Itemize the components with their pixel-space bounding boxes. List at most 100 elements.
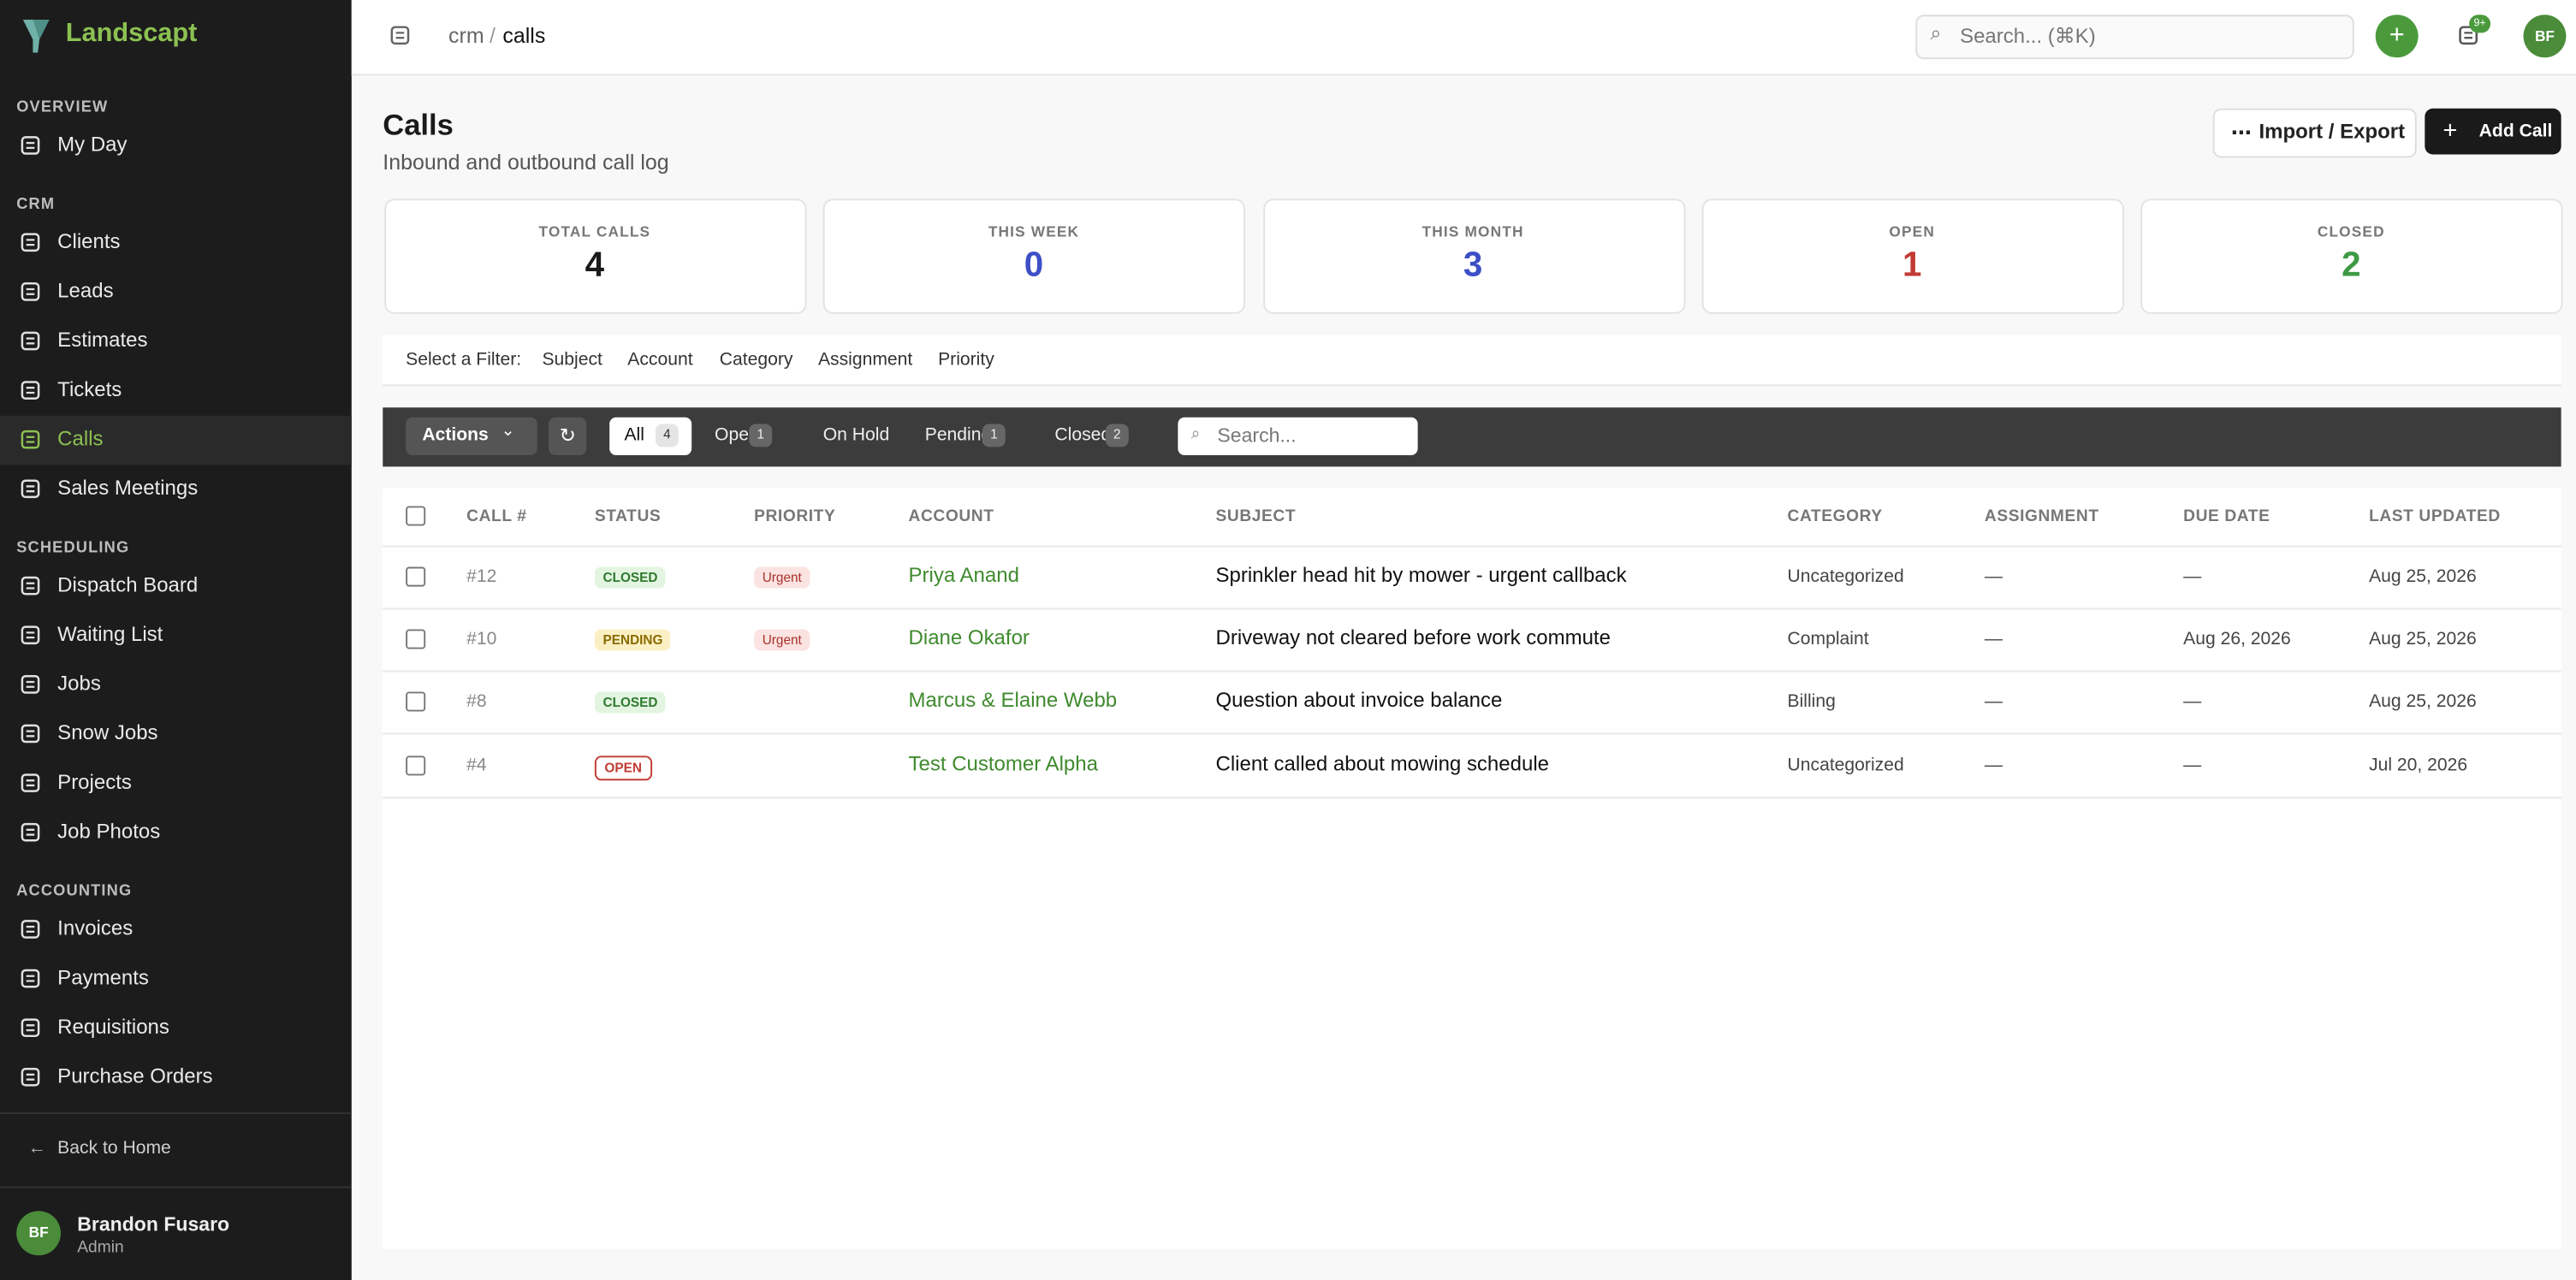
- add-button[interactable]: +: [2375, 15, 2419, 58]
- filter-tab[interactable]: [609, 417, 692, 455]
- nav-label: Jobs: [57, 672, 101, 696]
- nav-icon: [21, 136, 40, 155]
- priority-pill: Urgent: [754, 629, 810, 651]
- nav-item[interactable]: [0, 415, 352, 465]
- nav-item[interactable]: [0, 710, 352, 760]
- call-number[interactable]: #8: [466, 692, 487, 713]
- stat-value: 2: [2342, 246, 2361, 285]
- call-number[interactable]: #4: [466, 755, 487, 775]
- filter-option[interactable]: Subject: [542, 350, 602, 370]
- section-title: ACCOUNTING: [16, 882, 133, 901]
- nav-label: Requisitions: [57, 1015, 169, 1039]
- stat-card: [1262, 199, 1685, 314]
- import-export-label: ⋯: [2230, 121, 2252, 145]
- nav-label: Snow Jobs: [57, 721, 158, 744]
- table: [383, 488, 2561, 1249]
- row-checkbox[interactable]: [406, 755, 426, 775]
- nav-item[interactable]: [0, 611, 352, 661]
- nav-icon: [21, 625, 40, 645]
- filter-option[interactable]: Priority: [938, 350, 994, 370]
- nav-item[interactable]: [0, 121, 352, 171]
- row-divider: [383, 545, 2561, 548]
- account-link[interactable]: Diane Okafor: [908, 626, 1030, 649]
- global-search[interactable]: [1915, 15, 2354, 60]
- actions-button[interactable]: [406, 417, 537, 455]
- import-export-button[interactable]: [2212, 108, 2417, 158]
- filter-option[interactable]: Assignment: [817, 350, 913, 370]
- cell: —: [1984, 755, 2003, 775]
- nav-icon: [21, 674, 40, 694]
- user-role: Admin: [77, 1238, 124, 1258]
- actions-label: Actions: [422, 425, 489, 446]
- call-number[interactable]: #12: [466, 566, 497, 587]
- filter-option[interactable]: Category: [719, 350, 793, 370]
- breadcrumb-sep: /: [490, 22, 496, 48]
- cell: Aug 26, 2026: [2183, 629, 2291, 649]
- column-header: ASSIGNMENT: [1984, 507, 2099, 526]
- call-number[interactable]: #10: [466, 629, 497, 649]
- nav-icon: [21, 430, 40, 449]
- toolbar: [383, 407, 2561, 467]
- refresh-button[interactable]: ↻: [549, 417, 587, 455]
- select-all[interactable]: [406, 506, 426, 526]
- nav-item[interactable]: [0, 268, 352, 317]
- row-checkbox[interactable]: [406, 692, 426, 713]
- sidebar: Landscapt OVERVIEW My Day CRM Clients Leads Es…: [0, 0, 352, 1280]
- account-link[interactable]: Test Customer Alpha: [908, 751, 1098, 775]
- nav-item[interactable]: [0, 809, 352, 858]
- status-pill: OPEN: [594, 755, 652, 780]
- nav-label: My Day: [57, 133, 128, 157]
- nav-item[interactable]: [0, 1004, 352, 1053]
- nav-icon: [21, 1018, 40, 1038]
- status-pill: CLOSED: [594, 692, 667, 714]
- row-checkbox[interactable]: [406, 629, 426, 649]
- account-link[interactable]: Marcus & Elaine Webb: [908, 689, 1118, 713]
- nav-label: Dispatch Board: [57, 573, 199, 597]
- nav-item[interactable]: [0, 661, 352, 710]
- stat-value: 4: [585, 246, 605, 285]
- priority-pill: Urgent: [754, 566, 810, 589]
- table-search[interactable]: [1178, 417, 1418, 455]
- account-link[interactable]: Priya Anand: [908, 563, 1019, 587]
- cell: —: [2183, 566, 2202, 587]
- column-header: CATEGORY: [1787, 507, 1883, 526]
- nav-item[interactable]: [0, 955, 352, 1004]
- avatar[interactable]: BF: [2523, 15, 2567, 58]
- nav-item[interactable]: [0, 366, 352, 416]
- nav-icon: [21, 724, 40, 744]
- subject: Driveway not cleared before work commute: [1215, 626, 1611, 649]
- search-icon: ⌕: [1930, 21, 1942, 44]
- tab-label: Pending: [924, 425, 992, 446]
- add-call-plus: +: [2442, 116, 2458, 145]
- user-avatar: BF: [16, 1211, 62, 1256]
- cell: —: [1984, 692, 2003, 713]
- nav-label: Leads: [57, 279, 114, 303]
- breadcrumb: crm: [448, 22, 484, 48]
- nav-item[interactable]: [0, 759, 352, 809]
- stat-label: TOTAL CALLS: [538, 223, 651, 240]
- subject: Client called about mowing schedule: [1215, 751, 1550, 775]
- nav-icon: [21, 381, 40, 400]
- row-divider: [383, 670, 2561, 673]
- back-link[interactable]: Back to Home: [57, 1138, 171, 1159]
- tab-count: 1: [749, 424, 773, 447]
- row-checkbox[interactable]: [406, 566, 426, 587]
- search-text: Search... (⌘K): [1960, 24, 2096, 48]
- nav-label: Payments: [57, 966, 149, 990]
- nav-item[interactable]: [0, 218, 352, 268]
- subject: Question about invoice balance: [1215, 689, 1503, 713]
- cell: Jul 20, 2026: [2369, 755, 2468, 775]
- nav-label: Waiting List: [57, 622, 163, 646]
- stat-card: [1701, 199, 2124, 314]
- table-search-placeholder: Search...: [1217, 424, 1297, 447]
- tab-label: On Hold: [822, 425, 890, 446]
- filter-option[interactable]: Account: [627, 350, 693, 370]
- nav-item[interactable]: [0, 905, 352, 955]
- column-header: PRIORITY: [754, 507, 836, 526]
- stat-value: 1: [1902, 246, 1922, 285]
- column-header: STATUS: [594, 507, 662, 526]
- nav-item[interactable]: [0, 317, 352, 367]
- table-search-icon: ⌕: [1190, 425, 1201, 444]
- add-call-button[interactable]: [2425, 108, 2561, 155]
